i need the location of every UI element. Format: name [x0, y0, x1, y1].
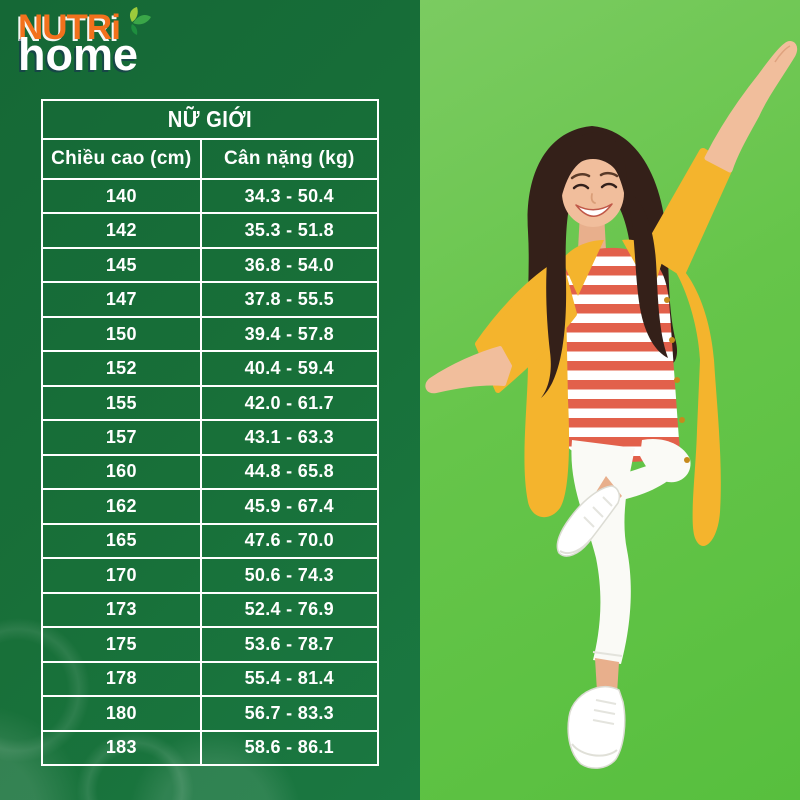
- table-row: 180 56.7 - 83.3: [43, 697, 377, 732]
- woman-raised-arm: [704, 41, 798, 173]
- height-cell: 170: [43, 559, 202, 592]
- table-row: 160 44.8 - 65.8: [43, 455, 377, 491]
- table-row: 142 35.3 - 51.8: [43, 214, 377, 249]
- col-header-height: Chiều cao (cm): [43, 140, 202, 178]
- logo-home-text: home: [18, 29, 139, 80]
- weight-cell: 36.8 - 54.0: [244, 254, 334, 275]
- height-cell: 157: [43, 421, 202, 454]
- woman-pants: [571, 438, 691, 664]
- weight-cell: 56.7 - 83.3: [244, 702, 334, 723]
- table-row: 178 55.4 - 81.4: [43, 662, 377, 698]
- weight-cell: 47.6 - 70.0: [244, 530, 334, 551]
- table-row: 170 50.6 - 74.3: [43, 559, 377, 594]
- table-title: NỮ GIỚI: [43, 101, 377, 140]
- table-row: 183 58.6 - 86.1: [43, 731, 377, 764]
- logo-nutri-text: NUTRi: [18, 8, 121, 47]
- height-cell: 180: [43, 697, 202, 730]
- woman-ankle: [595, 658, 619, 694]
- sneaker-bottom: [567, 685, 626, 769]
- woman-face: [559, 132, 627, 227]
- weight-cell: 53.6 - 78.7: [244, 633, 334, 654]
- weight-cell: 52.4 - 76.9: [244, 599, 334, 620]
- table-row: 140 34.3 - 50.4: [43, 180, 377, 215]
- height-cell: 162: [43, 490, 202, 523]
- table-row: 145 36.8 - 54.0: [43, 248, 377, 284]
- table-header-row: Chiều cao (cm) Cân nặng (kg): [43, 140, 377, 180]
- weight-cell: 35.3 - 51.8: [244, 220, 334, 241]
- table-row: 165 47.6 - 70.0: [43, 524, 377, 560]
- weight-cell: 40.4 - 59.4: [244, 358, 334, 379]
- table-row: 147 37.8 - 55.5: [43, 283, 377, 318]
- weight-table: NỮ GIỚI Chiều cao (cm) Cân nặng (kg) 140…: [41, 99, 379, 766]
- height-cell: 155: [43, 386, 202, 420]
- weight-cell: 44.8 - 65.8: [244, 461, 334, 482]
- height-cell: 140: [43, 180, 202, 213]
- height-cell: 160: [43, 455, 202, 489]
- weight-cell: 39.4 - 57.8: [244, 323, 334, 344]
- table-row: 162 45.9 - 67.4: [43, 490, 377, 525]
- woman-hair-front: [541, 196, 668, 398]
- table-row: 152 40.4 - 59.4: [43, 352, 377, 387]
- height-cell: 142: [43, 214, 202, 247]
- table-row: 175 53.6 - 78.7: [43, 628, 377, 663]
- weight-cell: 55.4 - 81.4: [244, 668, 334, 689]
- sneaker-raised: [556, 485, 621, 557]
- table-row: 155 42.0 - 61.7: [43, 386, 377, 422]
- height-cell: 165: [43, 524, 202, 558]
- table-row: 173 52.4 - 76.9: [43, 593, 377, 629]
- weight-cell: 42.0 - 61.7: [244, 392, 334, 413]
- weight-cell: 45.9 - 67.4: [244, 495, 334, 516]
- height-cell: 175: [43, 628, 202, 661]
- height-cell: 173: [43, 593, 202, 627]
- height-cell: 178: [43, 662, 202, 696]
- nutrihome-logo: NUTRi home: [18, 7, 152, 80]
- table-row: 150 39.4 - 57.8: [43, 317, 377, 353]
- woman-photo: [425, 41, 798, 769]
- height-cell: 152: [43, 352, 202, 385]
- height-cell: 183: [43, 731, 202, 764]
- photo-panel: [420, 0, 800, 800]
- info-panel: NUTRi home NỮ GIỚI Chiều cao (cm) Cân nặ…: [0, 0, 420, 800]
- weight-cell: 34.3 - 50.4: [244, 185, 334, 206]
- weight-cell: 58.6 - 86.1: [244, 737, 334, 758]
- weight-cell: 37.8 - 55.5: [244, 289, 334, 310]
- leaf-icon: [118, 6, 152, 40]
- table-body: 140 34.3 - 50.4 142 35.3 - 51.8 145 36.8…: [43, 180, 377, 764]
- height-cell: 150: [43, 317, 202, 351]
- woman-left-hand: [425, 346, 512, 394]
- col-header-weight: Cân nặng (kg): [224, 148, 355, 169]
- height-cell: 145: [43, 248, 202, 282]
- height-cell: 147: [43, 283, 202, 316]
- weight-cell: 50.6 - 74.3: [244, 564, 334, 585]
- table-row: 157 43.1 - 63.3: [43, 421, 377, 456]
- weight-cell: 43.1 - 63.3: [244, 427, 334, 448]
